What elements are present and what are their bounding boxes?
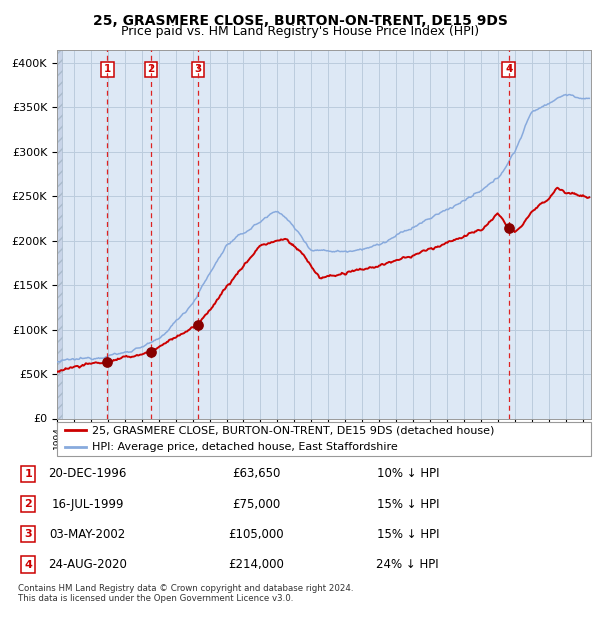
Text: Contains HM Land Registry data © Crown copyright and database right 2024.
This d: Contains HM Land Registry data © Crown c… [18, 584, 353, 603]
Bar [57, 50, 62, 419]
Point [504, 223, 514, 233]
Text: 10% ↓ HPI: 10% ↓ HPI [377, 467, 439, 481]
Text: 1: 1 [104, 64, 111, 74]
Point [146, 347, 156, 356]
Text: 3: 3 [25, 529, 32, 539]
Text: Price paid vs. HM Land Registry's House Price Index (HPI): Price paid vs. HM Land Registry's House … [121, 25, 479, 38]
Text: 1: 1 [25, 469, 32, 479]
Text: 20-DEC-1996: 20-DEC-1996 [49, 467, 127, 481]
Text: HPI: Average price, detached house, East Staffordshire: HPI: Average price, detached house, East… [92, 442, 397, 452]
Text: £105,000: £105,000 [229, 528, 284, 541]
Text: 24% ↓ HPI: 24% ↓ HPI [376, 558, 439, 571]
Text: £75,000: £75,000 [232, 498, 281, 511]
Point [103, 357, 112, 367]
Text: 25, GRASMERE CLOSE, BURTON-ON-TRENT, DE15 9DS (detached house): 25, GRASMERE CLOSE, BURTON-ON-TRENT, DE1… [92, 425, 494, 435]
Text: 4: 4 [25, 560, 32, 570]
Text: £214,000: £214,000 [229, 558, 284, 571]
Text: 03-MAY-2002: 03-MAY-2002 [50, 528, 126, 541]
Text: 2: 2 [25, 499, 32, 509]
Text: 16-JUL-1999: 16-JUL-1999 [52, 498, 124, 511]
Point [193, 320, 203, 330]
Text: 3: 3 [194, 64, 202, 74]
Text: 15% ↓ HPI: 15% ↓ HPI [377, 498, 439, 511]
Text: 4: 4 [505, 64, 512, 74]
Text: £63,650: £63,650 [232, 467, 281, 481]
Text: 2: 2 [147, 64, 155, 74]
Text: 25, GRASMERE CLOSE, BURTON-ON-TRENT, DE15 9DS: 25, GRASMERE CLOSE, BURTON-ON-TRENT, DE1… [92, 14, 508, 28]
Text: 15% ↓ HPI: 15% ↓ HPI [377, 528, 439, 541]
Text: 24-AUG-2020: 24-AUG-2020 [48, 558, 127, 571]
